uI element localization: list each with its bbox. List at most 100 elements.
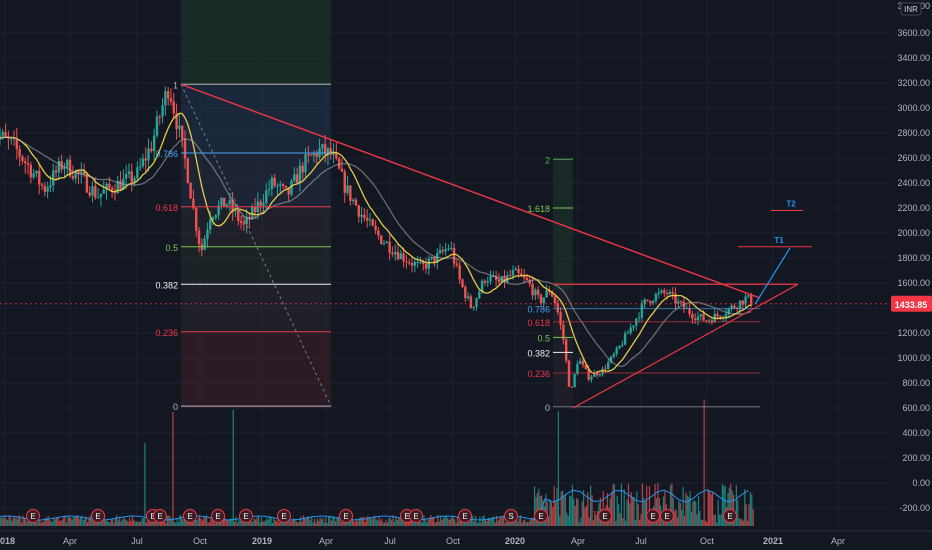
volume-bar (409, 521, 411, 526)
volume-bar (679, 502, 681, 526)
volume-bar (487, 517, 489, 526)
volume-bar (658, 497, 660, 526)
volume-bar (519, 515, 522, 526)
candle-body (161, 105, 164, 117)
volume-bar (222, 519, 225, 526)
volume-bar (709, 490, 711, 526)
candle-body (343, 171, 346, 193)
volume-bar (156, 522, 159, 526)
volume-bar (355, 518, 358, 526)
candle-body (18, 148, 21, 157)
volume-bar (720, 514, 722, 526)
volume-bar (751, 494, 753, 526)
earnings-marker (458, 509, 472, 523)
y-tick-label: 0.00 (912, 478, 930, 488)
candle-body (466, 296, 470, 298)
candle-body (595, 372, 599, 376)
volume-bar (200, 518, 202, 526)
candle-body (323, 144, 327, 155)
volume-bar (640, 514, 642, 526)
volume-bar (327, 516, 330, 526)
volume-bar (36, 522, 38, 526)
earnings-marker-label: E (462, 512, 467, 521)
volume-bar (664, 490, 666, 526)
volume-bar (354, 521, 356, 526)
volume-bar (433, 516, 435, 526)
volume-bar (412, 520, 414, 526)
earnings-marker (409, 509, 423, 523)
volume-bar (482, 516, 484, 526)
zone-fib-0.786 (181, 86, 331, 154)
volume-bar (215, 522, 218, 526)
volume-bar (44, 517, 47, 526)
volume-bar (295, 521, 297, 526)
earnings-marker-label: E (538, 512, 543, 521)
volume-bar (577, 499, 579, 526)
candle-body (646, 299, 649, 301)
volume-bar (737, 500, 739, 526)
candle-body (379, 235, 383, 244)
candle-body (399, 253, 403, 260)
volume-bar (674, 511, 676, 526)
candle-body (615, 348, 618, 355)
volume-bar (372, 516, 374, 526)
candle-body (674, 293, 677, 304)
candle-body (32, 173, 35, 178)
candle-body (461, 279, 464, 287)
volume-bar (382, 522, 384, 526)
candle-body (74, 171, 77, 179)
volume-bar (271, 522, 274, 526)
candle-body (391, 252, 394, 255)
volume-bar (507, 521, 509, 526)
candle-body (727, 308, 730, 314)
volume-bar (549, 499, 551, 526)
earnings-marker-label: S (508, 512, 513, 521)
candle-body (38, 170, 41, 185)
candle-body (626, 332, 630, 334)
volume-bar (91, 518, 93, 526)
earnings-marker-label: E (413, 512, 418, 521)
candle-body (618, 345, 621, 349)
volume-bar (145, 522, 147, 526)
volume-bar (479, 516, 481, 526)
volume-bar (262, 521, 264, 526)
volume-bar (103, 516, 105, 526)
volume-bar (501, 517, 503, 526)
volume-bar (30, 519, 33, 526)
candle-body (49, 185, 52, 188)
x-tick-label: Jul (131, 536, 143, 546)
volume-bar (259, 522, 261, 526)
y-tick-label: 2400.00 (897, 178, 930, 188)
volume-bar (56, 517, 58, 526)
x-tick-label: Jul (635, 536, 647, 546)
candle-body (741, 300, 744, 305)
candle-body (492, 276, 495, 278)
earnings-marker-label: E (602, 512, 607, 521)
volume-bar (686, 495, 688, 526)
volume-bar (274, 520, 276, 526)
volume-bar (117, 520, 119, 526)
volume-bar (612, 484, 614, 526)
volume-bar (308, 517, 310, 526)
volume-bar (581, 501, 583, 526)
candle-body (166, 91, 170, 99)
currency-label: INR (904, 5, 918, 14)
candle-body (102, 189, 105, 194)
volume-bar (88, 517, 90, 526)
volume-bar (313, 518, 316, 526)
currency-badge (900, 2, 922, 16)
candle-body (545, 290, 548, 298)
volume-bar (168, 515, 170, 526)
volume-bar (175, 522, 177, 526)
volume-bar (573, 498, 575, 526)
volume-bar (496, 515, 498, 526)
volume-bar (423, 515, 425, 526)
fib-level-label: 0.382 (155, 280, 178, 290)
candle-body (550, 292, 554, 297)
volume-bar (749, 492, 751, 526)
volume-bar (81, 515, 83, 526)
candle-body (40, 184, 44, 186)
candle-body (604, 368, 607, 370)
